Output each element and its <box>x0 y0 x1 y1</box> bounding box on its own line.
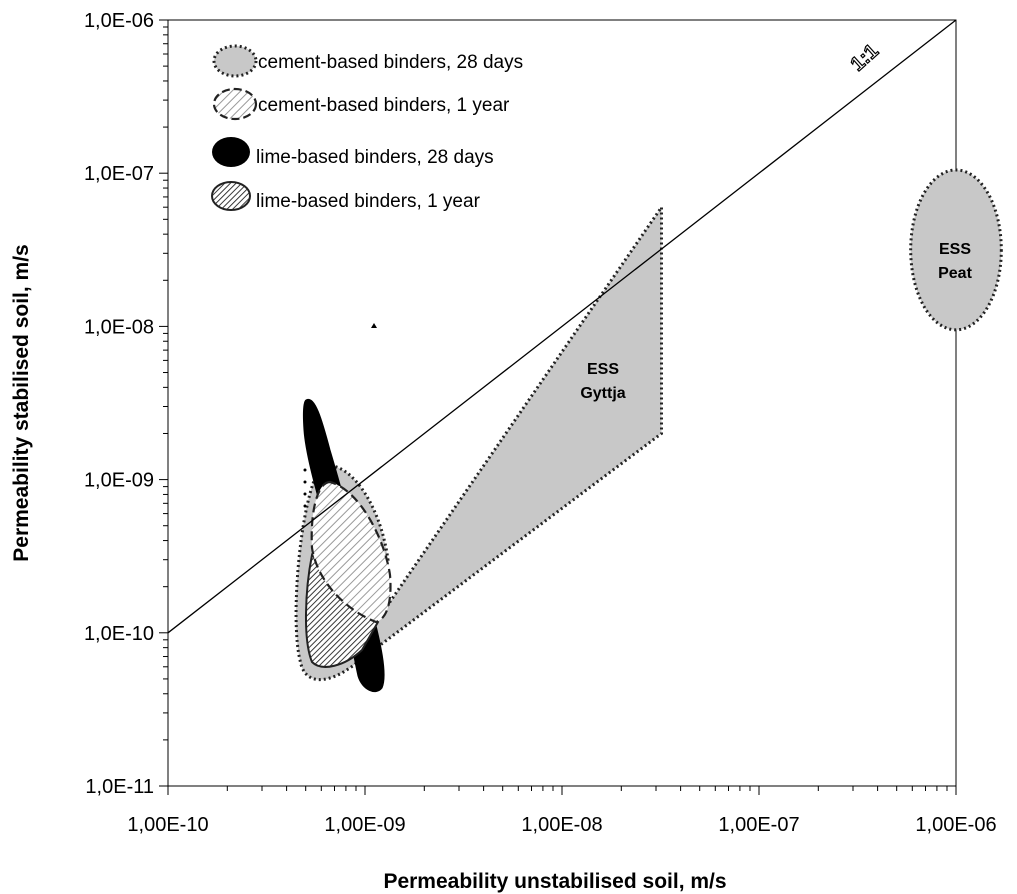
legend-swatch-cement-28d <box>212 44 258 78</box>
y-tick-label: 1,0E-09 <box>84 470 154 492</box>
x-tick-label: 1,00E-07 <box>718 814 799 836</box>
y-tick-label: 1,0E-07 <box>84 163 154 185</box>
legend-swatch-cement-1y <box>212 87 258 121</box>
legend-label-cement-1y: cement-based binders, 1 year <box>258 95 510 116</box>
gyttja-label-line2: Gyttja <box>580 385 625 402</box>
marker-dot <box>303 504 307 508</box>
marker-triangle <box>371 323 377 328</box>
gyttja-label-line1: ESS <box>587 361 619 378</box>
marker-dot <box>303 492 307 496</box>
y-tick-label: 1,0E-11 <box>85 776 154 798</box>
y-axis: 1,0E-11 1,0E-10 1,0E-09 1,0E-08 1,0E-07 1,0E-… <box>84 10 168 798</box>
legend: cement-based binders, 28 days cement-bas… <box>211 44 523 212</box>
y-axis-title: Permeability stabilised soil, m/s <box>10 244 33 561</box>
ess-peat-region <box>909 168 1003 332</box>
data-regions <box>294 168 1003 692</box>
marker-dot <box>303 468 307 472</box>
y-tick-label: 1,0E-06 <box>84 10 154 32</box>
cement-1y-region <box>310 480 392 624</box>
x-axis: 1,00E-10 1,00E-09 1,00E-08 1,00E-07 1,00E-06 <box>127 786 997 836</box>
y-tick-label: 1,0E-10 <box>84 623 154 645</box>
legend-label-cement-28d: cement-based binders, 28 days <box>258 52 523 73</box>
peat-label-line1: ESS <box>939 241 971 258</box>
x-tick-label: 1,00E-06 <box>915 814 996 836</box>
legend-label-lime-1y: lime-based binders, 1 year <box>256 191 481 212</box>
one-to-one-line <box>167 19 957 634</box>
peat-label-line2: Peat <box>938 265 972 282</box>
y-tick-label: 1,0E-08 <box>84 316 154 338</box>
legend-label-lime-28d: lime-based binders, 28 days <box>256 147 494 168</box>
x-tick-label: 1,00E-08 <box>521 814 602 836</box>
legend-swatch-lime-28d <box>212 137 250 167</box>
x-tick-label: 1,00E-09 <box>324 814 405 836</box>
x-axis-title: Permeability unstabilised soil, m/s <box>383 870 726 893</box>
marker-dot <box>303 480 307 484</box>
legend-swatch-lime-1y <box>211 181 251 211</box>
x-tick-label: 1,00E-10 <box>127 814 208 836</box>
